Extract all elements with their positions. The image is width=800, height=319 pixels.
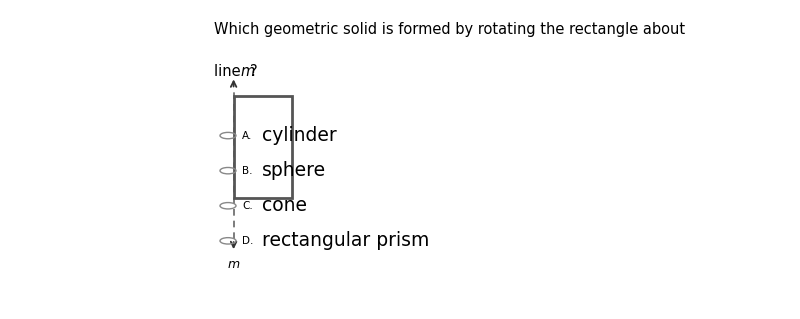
- Bar: [234, 96, 292, 198]
- Text: ?: ?: [250, 64, 258, 79]
- Text: m: m: [227, 258, 239, 271]
- Text: cylinder: cylinder: [262, 126, 337, 145]
- Text: line: line: [214, 64, 246, 79]
- Text: B.: B.: [242, 166, 253, 176]
- Text: rectangular prism: rectangular prism: [262, 231, 430, 250]
- Text: C.: C.: [242, 201, 253, 211]
- Text: m: m: [241, 64, 255, 79]
- Text: sphere: sphere: [262, 161, 326, 180]
- Text: cone: cone: [262, 196, 307, 215]
- Text: Which geometric solid is formed by rotating the rectangle about: Which geometric solid is formed by rotat…: [214, 22, 686, 37]
- Text: A.: A.: [242, 130, 253, 141]
- Text: D.: D.: [242, 236, 254, 246]
